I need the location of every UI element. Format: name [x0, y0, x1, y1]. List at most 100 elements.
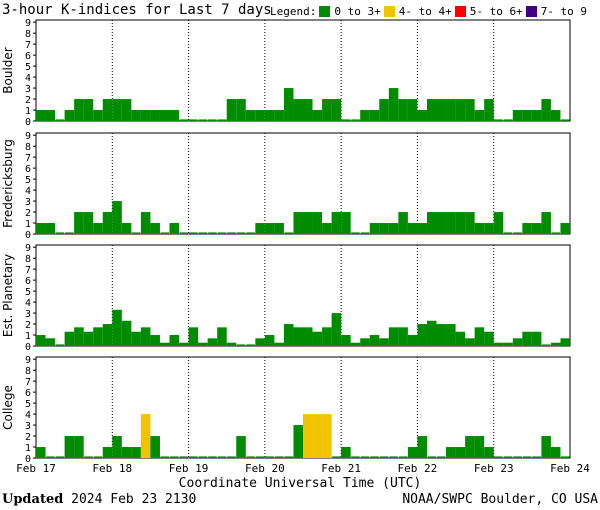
k-index-bar	[550, 342, 561, 346]
y-tick-label: 0	[25, 230, 31, 241]
k-index-bar	[455, 99, 466, 121]
panel-label-est-planetary: Est. Planetary	[1, 254, 15, 337]
k-index-bar	[312, 212, 323, 234]
k-index-bar	[74, 212, 84, 234]
k-index-chart: 0123456789Boulder0123456789Fredericksbur…	[1, 18, 590, 475]
k-index-bar	[360, 338, 370, 346]
k-index-bar	[407, 99, 418, 121]
k-index-bar	[36, 110, 46, 121]
k-index-bar	[341, 119, 351, 121]
k-index-bar	[398, 99, 408, 121]
k-index-bar	[541, 212, 551, 234]
k-index-bar	[169, 110, 180, 121]
k-index-bar	[474, 223, 485, 234]
k-index-bar	[150, 223, 160, 234]
y-tick-label: 9	[25, 18, 31, 29]
k-index-bar	[455, 447, 466, 458]
k-index-bar	[74, 436, 84, 458]
k-index-bar	[503, 342, 513, 346]
k-index-bar	[379, 99, 389, 121]
k-index-bar	[407, 335, 418, 346]
k-index-bar	[312, 110, 323, 121]
k-index-bar	[465, 436, 475, 458]
k-index-bar	[417, 110, 427, 121]
k-index-bar	[484, 223, 494, 234]
k-index-bar	[255, 338, 265, 346]
y-tick-label: 2	[25, 95, 31, 106]
legend-item-7-to-9: 7- to 9	[525, 5, 587, 18]
panel-label-fredericksburg: Fredericksburg	[1, 139, 15, 228]
y-tick-label: 7	[25, 40, 31, 51]
y-tick-label: 1	[25, 331, 31, 342]
k-index-bar	[560, 119, 570, 121]
k-index-bar	[369, 110, 380, 121]
k-index-bar	[446, 99, 456, 121]
y-tick-label: 1	[25, 219, 31, 230]
k-index-bar	[179, 456, 189, 458]
y-tick-label: 5	[25, 62, 31, 73]
k-index-bar	[217, 327, 227, 346]
y-tick-label: 6	[25, 51, 31, 62]
y-tick-label: 5	[25, 399, 31, 410]
y-tick-label: 6	[25, 388, 31, 399]
k-index-bar	[465, 99, 475, 121]
x-tick-label: Feb 19	[169, 462, 209, 475]
y-tick-label: 6	[25, 276, 31, 287]
k-index-bar	[455, 331, 466, 346]
k-index-bar	[83, 331, 94, 346]
k-index-bar	[46, 456, 55, 458]
k-index-bar	[303, 99, 313, 121]
x-tick-label: Feb 24	[550, 462, 590, 475]
legend-swatch-yellow	[383, 6, 395, 17]
k-index-bar	[465, 212, 475, 234]
k-index-bar	[522, 456, 532, 458]
y-tick-label: 9	[25, 131, 31, 142]
k-index-bar	[121, 320, 132, 346]
k-index-bar	[398, 327, 408, 346]
k-index-bar	[303, 212, 313, 234]
k-index-bar	[389, 456, 398, 458]
y-tick-label: 1	[25, 106, 31, 117]
k-index-bar	[102, 212, 113, 234]
k-index-bar	[465, 338, 475, 346]
k-index-bar	[446, 324, 456, 346]
k-index-bar	[189, 456, 198, 458]
k-index-bar	[503, 119, 513, 121]
k-index-bar	[112, 99, 122, 121]
k-index-bar	[208, 232, 217, 234]
y-tick-label: 0	[25, 117, 31, 128]
k-index-bar	[274, 456, 284, 458]
k-index-bar	[322, 327, 332, 346]
k-index-bar	[227, 232, 236, 234]
k-index-bar	[474, 110, 485, 121]
legend-item-5-to-6: 5- to 6+	[454, 5, 523, 18]
k-index-bar	[274, 223, 284, 234]
k-index-bar	[140, 327, 151, 346]
k-index-bar	[332, 456, 341, 458]
k-index-bar	[550, 110, 561, 121]
k-index-bar	[388, 88, 399, 121]
k-index-bar	[370, 456, 379, 458]
k-index-bar	[446, 447, 456, 458]
y-tick-label: 2	[25, 208, 31, 219]
k-index-bar	[198, 342, 208, 346]
k-index-bar	[226, 99, 237, 121]
k-index-bar	[131, 232, 141, 234]
k-index-bar	[322, 223, 332, 234]
y-tick-label: 8	[25, 366, 31, 377]
updated-value: 2024 Feb 23 2130	[71, 492, 197, 507]
k-index-bar	[331, 313, 342, 346]
k-index-bar	[255, 456, 265, 458]
k-index-bar	[65, 232, 74, 234]
k-index-bar	[369, 335, 380, 346]
k-index-bar	[274, 110, 284, 121]
k-index-bar	[531, 110, 542, 121]
k-index-bar	[303, 327, 313, 346]
y-tick-label: 0	[25, 342, 31, 353]
k-index-bar	[379, 456, 389, 458]
k-index-bar	[121, 99, 132, 121]
y-tick-label: 8	[25, 142, 31, 153]
k-index-bar	[217, 456, 227, 458]
y-tick-label: 3	[25, 84, 31, 95]
k-index-bar	[522, 110, 532, 121]
